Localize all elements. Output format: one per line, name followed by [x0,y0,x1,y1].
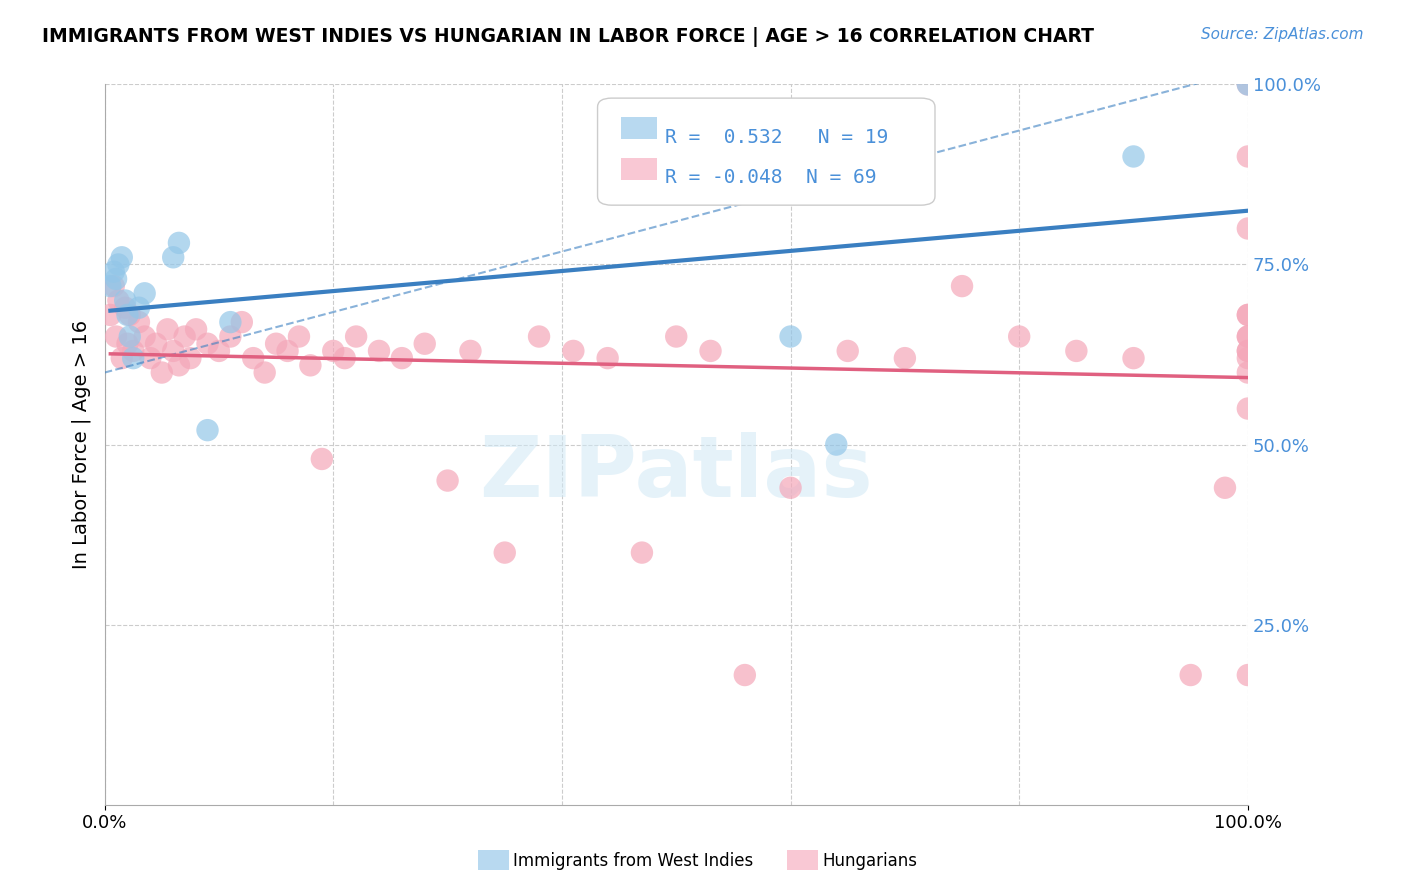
Point [631,546,654,560]
Point [1237,78,1260,92]
Point [162,250,184,264]
Point [107,293,129,308]
Point [134,329,156,343]
Point [527,329,550,343]
Text: R = -0.048  N = 69: R = -0.048 N = 69 [665,168,876,186]
Point [167,235,190,250]
Point [460,343,482,358]
Point [1237,78,1260,92]
Text: Source: ZipAtlas.com: Source: ZipAtlas.com [1201,27,1364,42]
Point [179,351,201,365]
Point [1237,366,1260,380]
Point [825,437,848,451]
Point [1237,343,1260,358]
Point [114,301,136,315]
Text: IMMIGRANTS FROM WEST INDIES VS HUNGARIAN IN LABOR FORCE | AGE > 16 CORRELATION C: IMMIGRANTS FROM WEST INDIES VS HUNGARIAN… [42,27,1094,46]
Point [1180,668,1202,682]
Point [134,286,156,301]
Point [1122,149,1144,163]
Y-axis label: In Labor Force | Age > 16: In Labor Force | Age > 16 [72,320,91,569]
Point [105,272,128,286]
Point [1122,351,1144,365]
Point [494,546,516,560]
Point [156,322,179,336]
Point [322,343,344,358]
Point [1237,343,1260,358]
Point [311,452,333,467]
Point [596,351,619,365]
Point [288,329,311,343]
Point [208,343,231,358]
Point [665,329,688,343]
Point [117,336,139,351]
Point [436,474,458,488]
Point [1066,343,1088,358]
Text: ZIPatlas: ZIPatlas [479,432,873,515]
Point [264,336,287,351]
Point [344,329,367,343]
Point [128,301,150,315]
Point [231,315,253,329]
Point [98,279,121,293]
Point [699,343,721,358]
Point [894,351,917,365]
Point [111,250,134,264]
Point [368,343,391,358]
Point [117,308,139,322]
Point [118,329,141,343]
Point [167,359,190,373]
Point [103,265,125,279]
Point [562,343,585,358]
Point [145,336,167,351]
Point [1213,481,1236,495]
Point [105,329,128,343]
Point [150,366,173,380]
Point [184,322,207,336]
Point [173,329,195,343]
Point [128,315,150,329]
Point [139,351,162,365]
Point [950,279,973,293]
Point [299,359,322,373]
Point [1008,329,1031,343]
Point [111,351,134,365]
Point [1237,329,1260,343]
Point [413,336,436,351]
Point [118,308,141,322]
Point [734,668,756,682]
Point [242,351,264,365]
Point [162,343,184,358]
Point [197,423,219,437]
Point [1237,149,1260,163]
Point [837,343,859,358]
Point [103,279,125,293]
Point [122,343,145,358]
Text: Hungarians: Hungarians [823,852,918,870]
Text: Immigrants from West Indies: Immigrants from West Indies [513,852,754,870]
Text: R =  0.532   N = 19: R = 0.532 N = 19 [665,128,889,147]
Point [779,329,801,343]
Point [197,336,219,351]
Point [779,481,801,495]
Point [277,343,299,358]
Point [219,315,242,329]
Point [253,366,276,380]
Point [1237,401,1260,416]
Point [1237,329,1260,343]
Point [107,258,129,272]
Point [1237,668,1260,682]
Point [114,293,136,308]
Point [333,351,356,365]
Point [98,308,121,322]
Point [1237,221,1260,235]
Point [1237,351,1260,365]
Point [1237,308,1260,322]
Point [1237,308,1260,322]
Point [219,329,242,343]
Point [391,351,413,365]
Point [122,351,145,365]
